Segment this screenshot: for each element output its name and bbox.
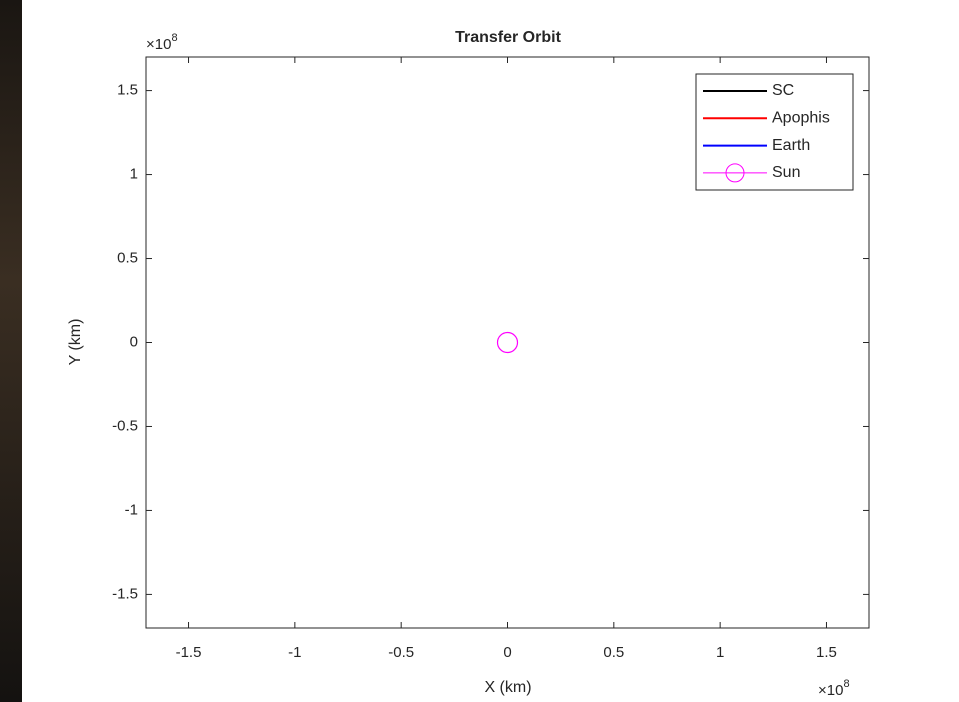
legend-label: Sun [772,164,800,181]
x-multiplier: ×108 [818,678,850,699]
x-axis-label: X (km) [484,679,531,696]
chart-title: Transfer Orbit [455,29,561,46]
legend-marker [725,163,745,183]
x-multiplier-power: 8 [843,678,849,690]
x-multiplier-base: ×10 [818,682,843,699]
x-tick-label: 1.5 [816,644,837,661]
y-tick-label: 0 [130,333,138,350]
y-tick-label: 1 [130,166,138,183]
backdrop-strip [0,0,22,702]
y-multiplier-base: ×10 [146,36,171,53]
x-tick-label: -1 [288,644,301,661]
x-tick-label: 0 [503,644,511,661]
y-multiplier-power: 8 [171,32,177,44]
legend-box [695,73,854,191]
x-tick-label: 1 [716,644,724,661]
legend-label: Earth [772,137,810,154]
x-tick-label: -1.5 [176,644,202,661]
y-tick-label: -0.5 [112,417,138,434]
marker [496,331,519,354]
y-tick-label: 1.5 [117,82,138,99]
x-tick-label: 0.5 [603,644,624,661]
y-tick-label: -1 [125,501,138,518]
y-tick-label: 0.5 [117,249,138,266]
y-axis-label: Y (km) [67,319,84,366]
x-tick-label: -0.5 [388,644,414,661]
legend-label: Apophis [772,110,830,127]
y-multiplier: ×108 [146,32,178,53]
y-tick-label: -1.5 [112,585,138,602]
legend-label: SC [772,82,794,99]
